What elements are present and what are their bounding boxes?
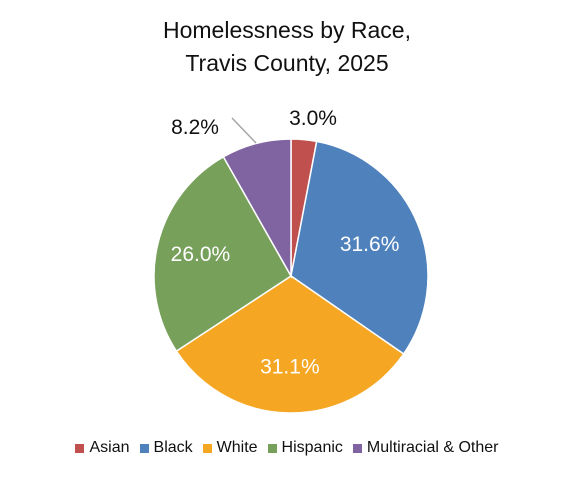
legend-label-multiracial-other: Multiracial & Other	[366, 439, 499, 456]
legend: Asian Black White Hispanic Multiracial & Oth…	[0, 439, 574, 457]
leader-line-multiracial-other	[231, 117, 257, 144]
legend-item-asian: Asian	[75, 439, 130, 457]
data-label-black: 31.6%	[340, 233, 400, 256]
data-label-hispanic: 26.0%	[171, 243, 231, 266]
legend-label-hispanic: Hispanic	[281, 439, 343, 456]
data-label-asian: 3.0%	[289, 107, 337, 130]
legend-swatch-multiracial-other	[352, 443, 362, 453]
legend-label-black: Black	[153, 439, 193, 456]
pie-slice-multiracial-other	[222, 138, 292, 279]
legend-item-white: White	[202, 439, 258, 457]
legend-label-asian: Asian	[89, 439, 130, 456]
data-label-multiracial-other: 8.2%	[171, 116, 219, 139]
legend-label-white: White	[216, 439, 258, 456]
chart-title-line-1: Homelessness by Race,	[163, 17, 411, 43]
legend-item-multiracial-other: Multiracial & Other	[352, 439, 499, 457]
legend-swatch-white	[202, 443, 212, 453]
chart-title-line-2: Travis County, 2025	[185, 50, 389, 76]
legend-item-black: Black	[139, 439, 193, 457]
chart-title: Homelessness by Race, Travis County, 202…	[0, 14, 574, 80]
pie-slice-white	[175, 275, 405, 414]
pie-slice-hispanic	[153, 155, 292, 353]
legend-swatch-black	[139, 443, 149, 453]
pie-slice-black	[290, 140, 429, 356]
legend-swatch-asian	[75, 443, 85, 453]
legend-swatch-hispanic	[267, 443, 277, 453]
legend-item-hispanic: Hispanic	[267, 439, 343, 457]
data-label-white: 31.1%	[260, 355, 320, 378]
